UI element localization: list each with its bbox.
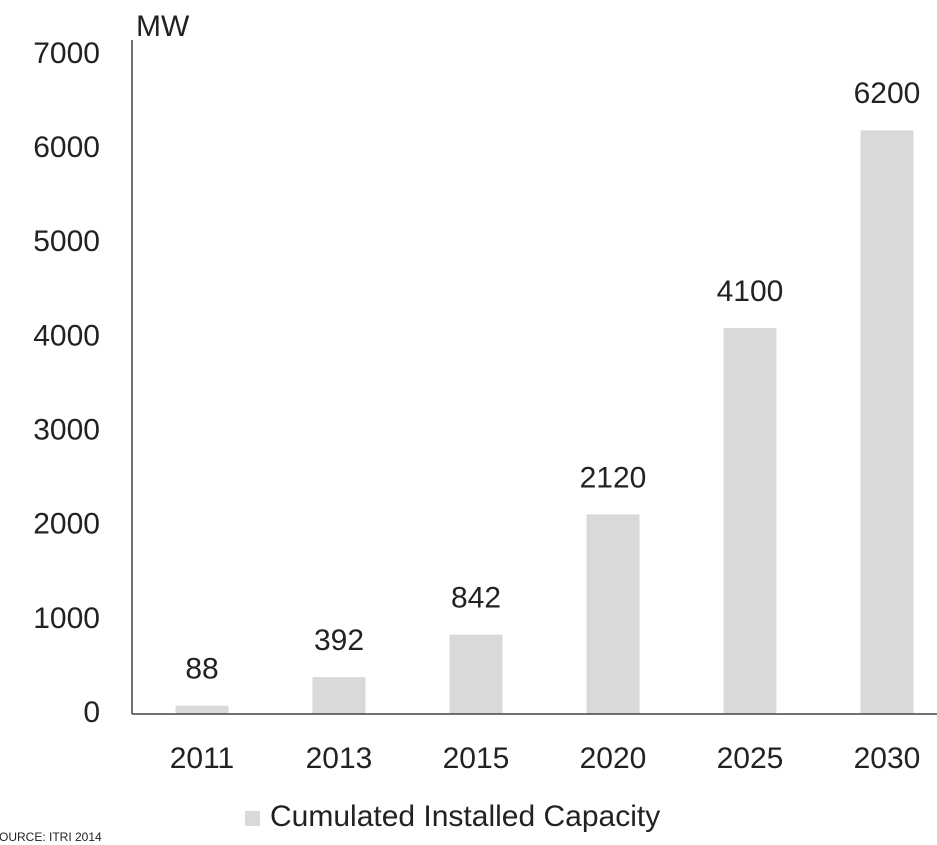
bar (312, 677, 366, 714)
y-tick-label: 7000 (33, 37, 100, 70)
x-tick-label: 2025 (717, 742, 784, 775)
data-label: 842 (451, 582, 501, 615)
data-label: 392 (314, 624, 364, 657)
x-tick-label: 2013 (306, 742, 373, 775)
x-tick-label: 2011 (170, 742, 235, 775)
bar (860, 130, 914, 715)
legend-swatch (245, 811, 260, 826)
y-tick-label: 4000 (33, 319, 100, 352)
bar (586, 514, 640, 714)
y-tick-label: 5000 (33, 225, 100, 258)
y-axis-label: MW (136, 10, 190, 43)
y-tick-label: 0 (83, 696, 100, 729)
y-tick-label: 2000 (33, 508, 100, 541)
data-label: 6200 (854, 77, 921, 110)
data-label: 4100 (717, 275, 784, 308)
x-tick-label: 2030 (854, 742, 921, 775)
data-label: 88 (185, 653, 218, 686)
bar (449, 634, 503, 714)
y-tick-label: 1000 (33, 602, 100, 635)
bar (175, 705, 229, 714)
legend-label: Cumulated Installed Capacity (270, 800, 660, 833)
source-note: SOURCE: ITRI 2014 (0, 830, 102, 844)
data-label: 2120 (580, 461, 647, 494)
x-tick-label: 2015 (443, 742, 510, 775)
y-tick-label: 6000 (33, 131, 100, 164)
y-tick-label: 3000 (33, 413, 100, 446)
x-tick-label: 2020 (580, 742, 647, 775)
bar (723, 328, 777, 714)
